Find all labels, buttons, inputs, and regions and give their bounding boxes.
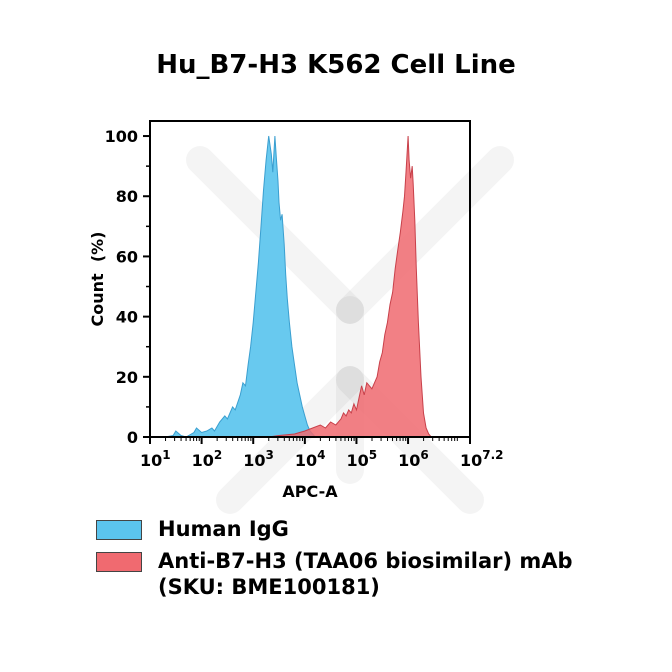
legend-item-igg: Human IgG xyxy=(96,516,656,542)
x-tick-label: 106 xyxy=(398,448,429,470)
x-tick-label: 103 xyxy=(243,448,274,470)
ticks-layer: 0 20 40 60 80 100 101 102 103 104 105 106 107.2 xyxy=(105,127,504,470)
y-tick-label: 60 xyxy=(116,247,138,266)
y-tick-label: 20 xyxy=(116,368,138,387)
x-tick-label: 101 xyxy=(140,448,171,470)
legend-swatch-igg xyxy=(96,520,142,540)
y-axis-label: Count (%) xyxy=(88,232,107,327)
plot-frame xyxy=(149,120,471,438)
y-tick-label: 40 xyxy=(116,308,138,327)
legend: Human IgG Anti-B7-H3 (TAA06 biosimilar) … xyxy=(96,516,656,606)
x-tick-label: 102 xyxy=(192,448,223,470)
series-anti-b7-h3-area xyxy=(268,135,433,438)
y-tick-label: 0 xyxy=(127,428,138,447)
chart-title: Hu_B7-H3 K562 Cell Line xyxy=(156,50,516,80)
legend-label-igg: Human IgG xyxy=(158,517,289,541)
y-tick-label: 100 xyxy=(105,127,138,146)
x-tick-label: 104 xyxy=(295,448,326,470)
series-layer xyxy=(150,135,433,438)
x-axis-label: APC-A xyxy=(282,482,338,501)
legend-label-anti-b7-h3: Anti-B7-H3 (TAA06 biosimilar) mAb (SKU: … xyxy=(158,549,573,599)
legend-item-anti-b7-h3: Anti-B7-H3 (TAA06 biosimilar) mAb (SKU: … xyxy=(96,548,656,600)
x-tick-label: 105 xyxy=(346,448,377,470)
legend-swatch-anti-b7-h3 xyxy=(96,552,142,572)
series-human-igg-area xyxy=(150,135,317,438)
x-tick-label: 107.2 xyxy=(460,448,504,470)
y-tick-label: 80 xyxy=(116,187,138,206)
